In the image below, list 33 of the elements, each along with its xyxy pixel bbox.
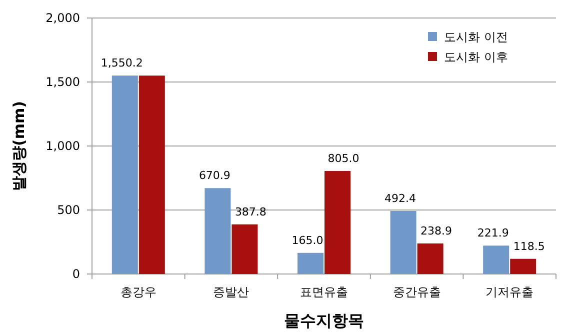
data-label: 805.0 (328, 152, 360, 165)
bar (390, 210, 416, 274)
y-tick-label: 1,000 (46, 139, 80, 153)
data-label: 165.0 (292, 234, 324, 247)
bar (298, 252, 324, 274)
y-tick-label: 2,000 (46, 11, 80, 25)
legend-label: 도시화 이후 (444, 50, 508, 64)
x-tick-label: 표면유출 (300, 285, 348, 299)
bar (510, 258, 536, 274)
x-tick-label: 중간유출 (392, 285, 441, 299)
data-label: 387.8 (234, 205, 266, 218)
bar (204, 188, 231, 274)
y-tick-label: 500 (57, 203, 80, 217)
y-tick-label: 1,500 (46, 75, 80, 89)
x-axis-title: 물수지항목 (284, 311, 364, 330)
data-label: 1,550.2 (100, 56, 143, 70)
y-axis-title: 발생량(mm) (10, 101, 28, 191)
bar (112, 76, 138, 274)
bar (417, 243, 444, 274)
data-label: 238.9 (420, 224, 452, 238)
data-label: 670.9 (198, 169, 230, 182)
data-label: 118.5 (513, 240, 545, 253)
bar (324, 170, 350, 274)
x-tick-label: 총강우 (120, 285, 156, 299)
y-tick-label: 0 (72, 267, 80, 281)
bar (232, 224, 258, 274)
x-tick-label: 증발산 (213, 285, 250, 299)
x-tick-label: 기저유출 (486, 285, 534, 299)
bar (138, 76, 165, 274)
legend-label: 도시화 이전 (444, 30, 508, 44)
bar (483, 246, 510, 274)
data-label: 492.4 (384, 192, 416, 205)
data-label: 221.9 (477, 226, 509, 240)
